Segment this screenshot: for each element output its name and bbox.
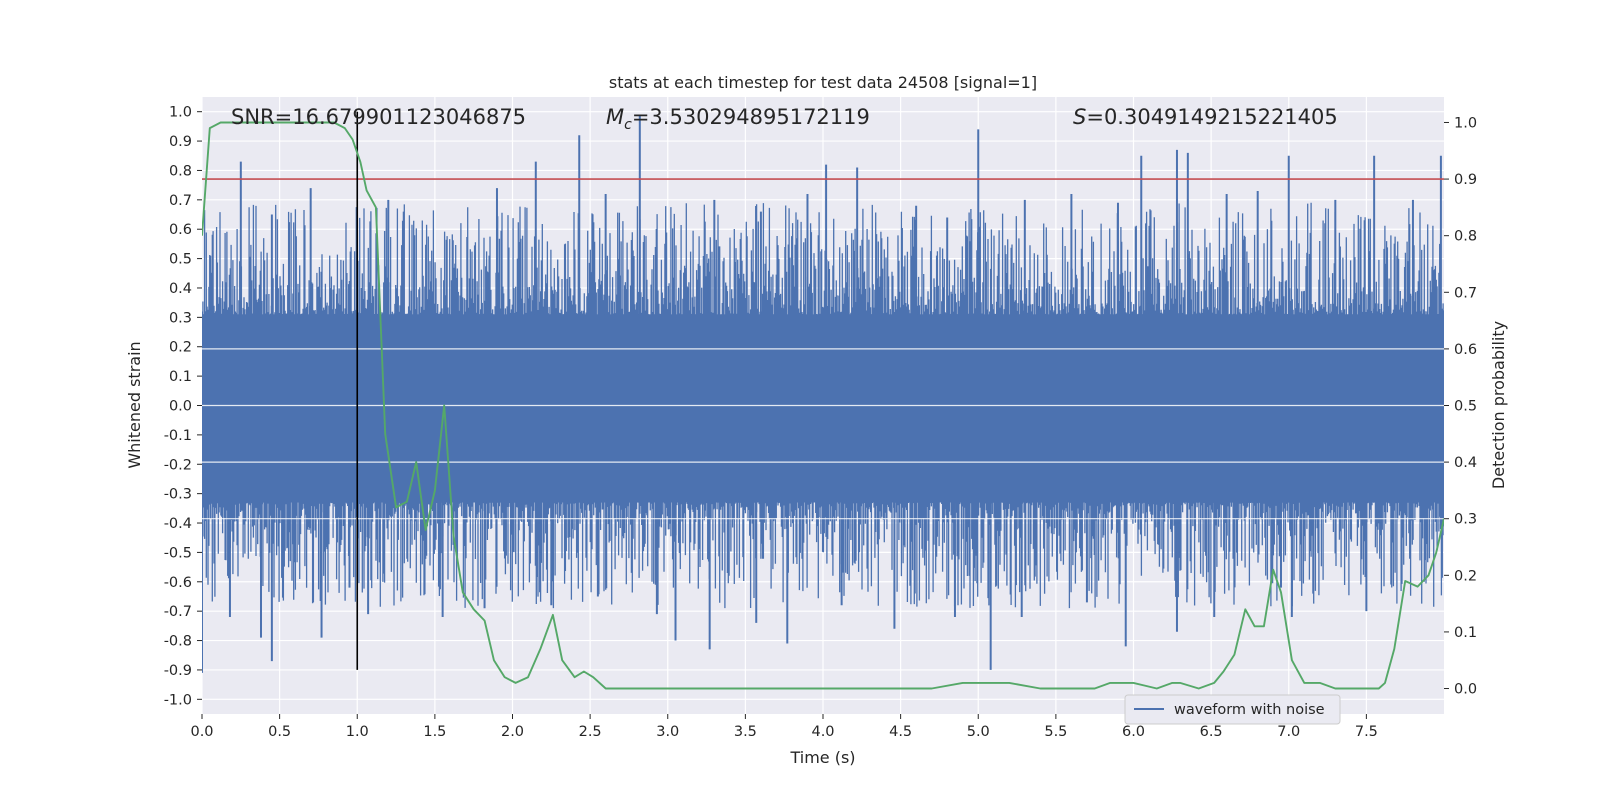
x-tick-label: 7.0 <box>1277 724 1300 740</box>
s-annotation: S=0.3049149215221405 <box>1073 105 1338 129</box>
y-tick-label: -0.6 <box>164 575 192 591</box>
y2-tick-label: 0.1 <box>1454 625 1477 641</box>
y2-tick-label: 0.2 <box>1454 568 1477 584</box>
y-tick-label: 0.9 <box>169 134 192 150</box>
y2-tick-label: 0.0 <box>1454 682 1477 698</box>
x-tick-label: 2.5 <box>579 724 602 740</box>
y-tick-label: 0.4 <box>169 281 192 297</box>
y2-axis-label: Detection probability <box>1489 321 1508 489</box>
x-tick-label: 7.5 <box>1355 724 1378 740</box>
x-ticks: 0.0 0.5 1.0 1.5 2.0 2.5 3.0 3.5 4.0 4.5 5.0 5.5 6.0 6… <box>190 714 1378 740</box>
y-tick-label: -0.5 <box>164 545 192 561</box>
y2-tick-label: 0.8 <box>1454 229 1477 245</box>
mc-subscript: c <box>624 117 632 133</box>
x-tick-label: 3.5 <box>734 724 757 740</box>
x-tick-label: 1.5 <box>423 724 446 740</box>
x-tick-label: 0.5 <box>268 724 291 740</box>
y-tick-label: -0.2 <box>164 457 192 473</box>
y-tick-label: 0.5 <box>169 252 192 268</box>
y-tick-label: 0.6 <box>169 222 192 238</box>
y2-tick-label: 0.5 <box>1454 399 1477 415</box>
detection-probability-line <box>202 121 1444 690</box>
x-axis-label: Time (s) <box>789 748 855 767</box>
y2-ticks: 1.0 0.9 0.8 0.7 0.6 0.5 0.4 0.3 0.2 0.1 0.0 <box>1444 115 1477 698</box>
chirp-mass-annotation: Mc=3.530294895172119 <box>606 105 870 133</box>
x-tick-label: 0.0 <box>190 724 213 740</box>
y-tick-label: -0.7 <box>164 604 192 620</box>
waveform-series <box>202 114 1444 673</box>
y-tick-label: -0.3 <box>164 487 192 503</box>
y2-tick-label: 0.6 <box>1454 342 1477 358</box>
mc-value: =3.530294895172119 <box>632 105 870 129</box>
y-tick-label: 0.7 <box>169 193 192 209</box>
legend-box <box>1124 694 1341 725</box>
y-tick-label: -0.4 <box>164 516 192 532</box>
y-tick-label: 0.2 <box>169 340 192 356</box>
mc-symbol: M <box>606 105 624 129</box>
x-tick-label: 2.0 <box>501 724 524 740</box>
y-tick-label: 0.1 <box>169 369 192 385</box>
y-tick-label: -0.8 <box>164 634 192 650</box>
legend: waveform with noise <box>1124 694 1341 725</box>
snr-annotation: SNR=16.679901123046875 <box>231 105 526 129</box>
chart-title: stats at each timestep for test data 245… <box>609 73 1037 92</box>
x-tick-label: 1.0 <box>346 724 369 740</box>
y-tick-label: 1.0 <box>169 105 192 121</box>
x-tick-label: 5.0 <box>967 724 990 740</box>
y-tick-label: 0.8 <box>169 163 192 179</box>
x-tick-label: 3.0 <box>656 724 679 740</box>
s-value: =0.3049149215221405 <box>1086 105 1337 129</box>
x-tick-label: 5.5 <box>1044 724 1067 740</box>
x-tick-label: 6.0 <box>1122 724 1145 740</box>
x-tick-label: 6.5 <box>1200 724 1223 740</box>
s-symbol: S <box>1073 105 1086 129</box>
y-tick-label: 0.3 <box>169 310 192 326</box>
y2-tick-label: 0.7 <box>1454 285 1477 301</box>
y2-tick-label: 0.4 <box>1454 455 1477 471</box>
x-tick-label: 4.5 <box>889 724 912 740</box>
waveform-dense-band <box>202 314 1444 503</box>
y-tick-label: -1.0 <box>164 692 192 708</box>
y2-tick-label: 0.9 <box>1454 172 1477 188</box>
legend-label: waveform with noise <box>1174 702 1325 718</box>
y-tick-label: -0.9 <box>164 663 192 679</box>
y2-tick-label: 1.0 <box>1454 115 1477 131</box>
y-tick-label: -0.1 <box>164 428 192 444</box>
y2-tick-label: 0.3 <box>1454 512 1477 528</box>
x-tick-label: 4.0 <box>811 724 834 740</box>
y-ticks: 1.0 0.9 0.8 0.7 0.6 0.5 0.4 0.3 0.2 0.1 0.0 -0.1 -0.… <box>164 105 202 708</box>
y-axis-label: Whitened strain <box>125 341 144 468</box>
y-tick-label: 0.0 <box>169 399 192 415</box>
